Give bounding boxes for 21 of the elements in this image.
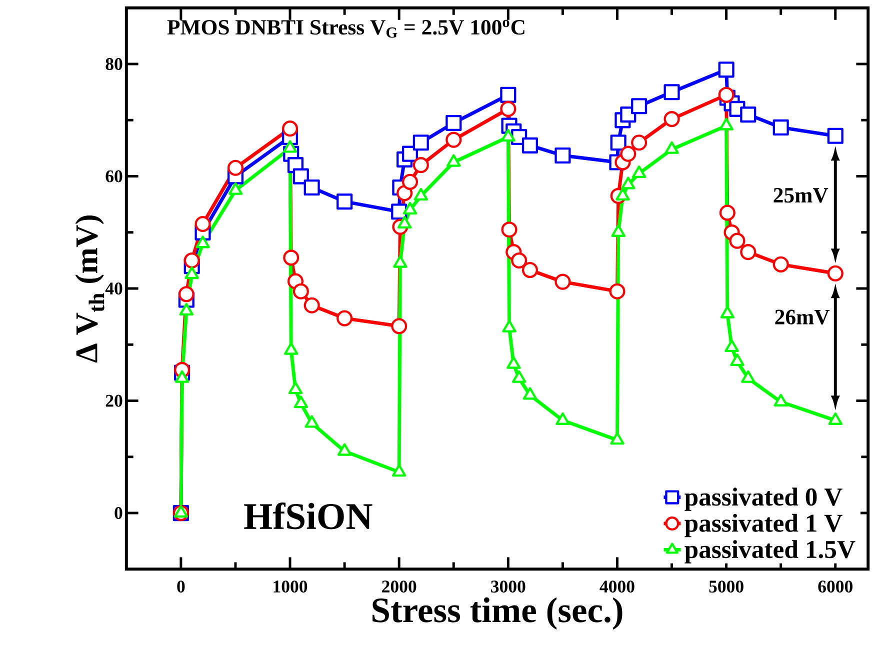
legend-label: passivated 1 V	[684, 514, 842, 537]
y-tick-label: 40	[105, 282, 122, 294]
x-tick-label: 5000	[709, 580, 744, 592]
y-tick-label: 60	[106, 170, 122, 182]
x-tick-label: 0	[177, 580, 185, 592]
legend-label: passivated 0 V	[684, 487, 842, 511]
chart-title: PMOS DNBTI Stress V$_{G}$ = 2.5V 100$^{o}$C	[167, 20, 524, 38]
x-tick-label: 4000	[600, 580, 634, 592]
x-axis-title: Stress time (sec.)	[372, 597, 622, 630]
y-axis-title: Δ V$_{th}$ (mV)	[75, 215, 104, 362]
legend-label: passivated 1.5V	[684, 540, 856, 564]
annotation: HfSiON	[244, 502, 372, 530]
annotation: 26mV	[775, 310, 830, 324]
annotation: 25mV	[774, 188, 828, 203]
y-tick-label: 80	[106, 58, 122, 70]
x-tick-label: 6000	[818, 580, 852, 592]
y-tick-label: 20	[106, 394, 122, 407]
y-tick-label: 0	[114, 506, 122, 519]
x-tick-label: 3000	[491, 580, 526, 592]
x-tick-label: 1000	[274, 580, 308, 592]
x-tick-label: 2000	[382, 580, 416, 592]
